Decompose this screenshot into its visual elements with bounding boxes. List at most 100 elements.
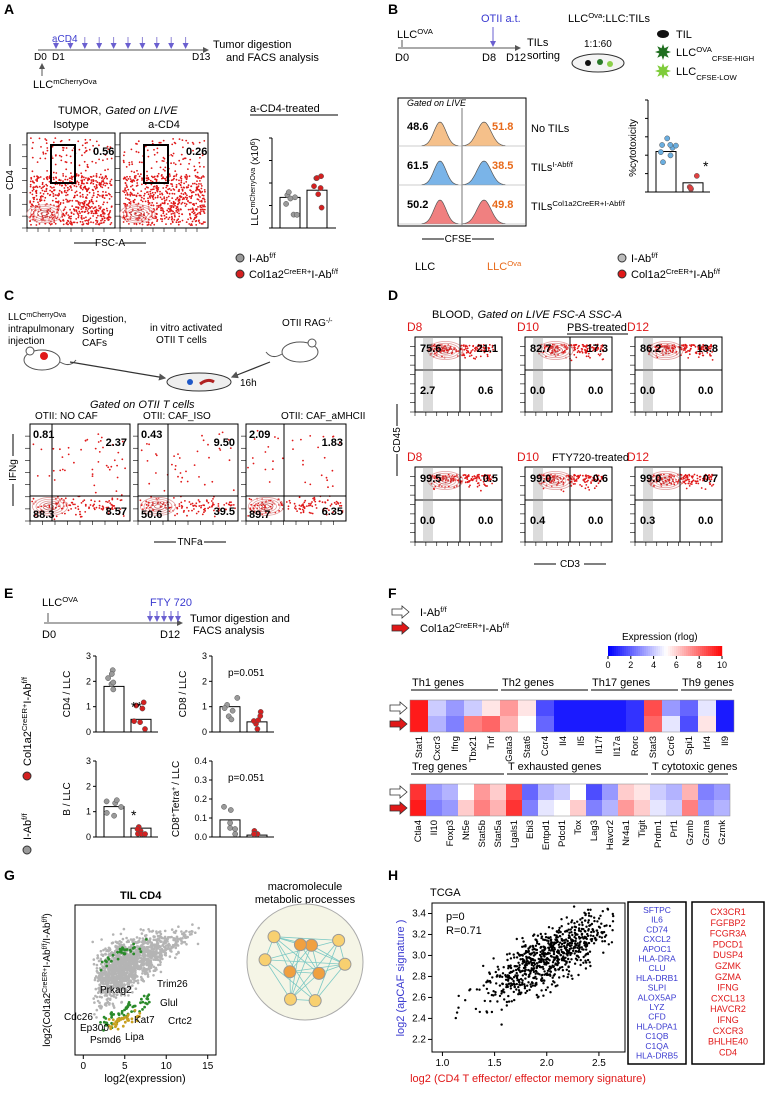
flow-event: [105, 191, 107, 193]
flow-event: [85, 139, 87, 141]
heat-cell: [586, 784, 602, 800]
flow-event: [155, 216, 157, 218]
flow-event: [200, 183, 202, 185]
heat-cell: [590, 716, 608, 732]
flow-event: [199, 142, 201, 144]
flow-event: [87, 208, 89, 210]
flow-event: [85, 200, 87, 202]
flow-event: [96, 141, 98, 143]
flow-event: [334, 502, 336, 504]
flow-event: [174, 205, 176, 207]
flow-event: [177, 453, 179, 455]
flow-event: [212, 498, 214, 500]
group-title: FTY720-treated: [552, 452, 629, 464]
flow-event: [96, 200, 98, 202]
flow-event: [171, 464, 173, 466]
flow-event: [163, 140, 165, 142]
flow-event: [183, 511, 185, 513]
flow-event: [697, 483, 699, 485]
flow-event: [164, 170, 166, 172]
gate-part: TUMOR,: [58, 105, 101, 117]
heat-cell: [618, 800, 634, 816]
flow-event: [144, 193, 146, 195]
flow-event: [170, 208, 172, 210]
legend-entry-part: LLC: [676, 66, 696, 78]
gene-point: [93, 1001, 96, 1004]
flow-event: [83, 203, 85, 205]
flow-event: [196, 513, 198, 515]
flow-event: [203, 195, 205, 197]
flow-event: [47, 176, 49, 178]
heat-cell: [698, 784, 714, 800]
flow-event: [96, 176, 98, 178]
flow-event: [197, 194, 199, 196]
flow-event: [177, 197, 179, 199]
flow-event: [204, 191, 206, 193]
flow-event: [199, 166, 201, 168]
flow-event: [100, 186, 102, 188]
flow-event: [200, 507, 202, 509]
flow-event: [72, 150, 74, 152]
flow-event: [69, 216, 71, 218]
plot-title: a-CD4: [148, 119, 180, 131]
flow-event: [195, 224, 197, 226]
flow-event: [32, 142, 34, 144]
flow-event: [73, 208, 75, 210]
flow-event: [453, 480, 455, 482]
flow-event: [78, 208, 80, 210]
flow-event: [111, 205, 113, 207]
sample-dot: [230, 708, 235, 713]
flow-event: [201, 188, 203, 190]
flow-event: [690, 348, 692, 350]
flow-event: [80, 449, 82, 451]
quadrant-value: 9.50: [214, 437, 235, 449]
treatment: FTY 720: [150, 597, 192, 609]
ratio-title-part: :LLC:TILs: [602, 13, 650, 25]
flow-event: [299, 508, 301, 510]
flow-event: [186, 507, 188, 509]
heat-cell: [410, 716, 428, 732]
gene-point: [125, 969, 128, 972]
y-tick-label: 0.3: [194, 775, 207, 785]
flow-event: [105, 194, 107, 196]
sample-dot: [665, 136, 670, 141]
flow-event: [62, 180, 64, 182]
flow-event: [472, 476, 474, 478]
ratio-title: LLCOva:LLC:TILs: [568, 11, 650, 26]
flow-event: [66, 222, 68, 224]
row-label-part: No TILs: [531, 123, 570, 135]
flow-event: [80, 185, 82, 187]
flow-event: [711, 485, 713, 487]
flow-event: [687, 483, 689, 485]
flow-event: [571, 481, 573, 483]
group-title: Th9 genes: [682, 677, 734, 689]
flow-event: [106, 202, 108, 204]
flow-event: [65, 497, 67, 499]
colorbar-step: [638, 646, 640, 656]
quadrant-value: 99.5: [420, 473, 441, 485]
flow-event: [101, 187, 103, 189]
group-title: T exhausted genes: [508, 761, 602, 773]
gene-point: [151, 942, 154, 945]
heat-cell: [428, 700, 446, 716]
flow-event: [296, 510, 298, 512]
flow-event: [85, 142, 87, 144]
flow-event: [85, 216, 87, 218]
gene-point: [177, 952, 180, 955]
flow-event: [173, 153, 175, 155]
flow-event: [129, 199, 131, 201]
flow-event: [302, 464, 304, 466]
flow-event: [102, 179, 104, 181]
flow-event: [299, 496, 301, 498]
flow-event: [190, 185, 192, 187]
flow-event: [208, 457, 210, 459]
flow-event: [173, 455, 175, 457]
sample-dot: [688, 186, 693, 191]
gene-point: [94, 979, 97, 982]
flow-event: [196, 184, 198, 186]
flow-event: [212, 502, 214, 504]
flow-event: [166, 197, 168, 199]
day: D0: [42, 629, 56, 641]
flow-event: [585, 484, 587, 486]
sample-dot: [294, 212, 299, 217]
